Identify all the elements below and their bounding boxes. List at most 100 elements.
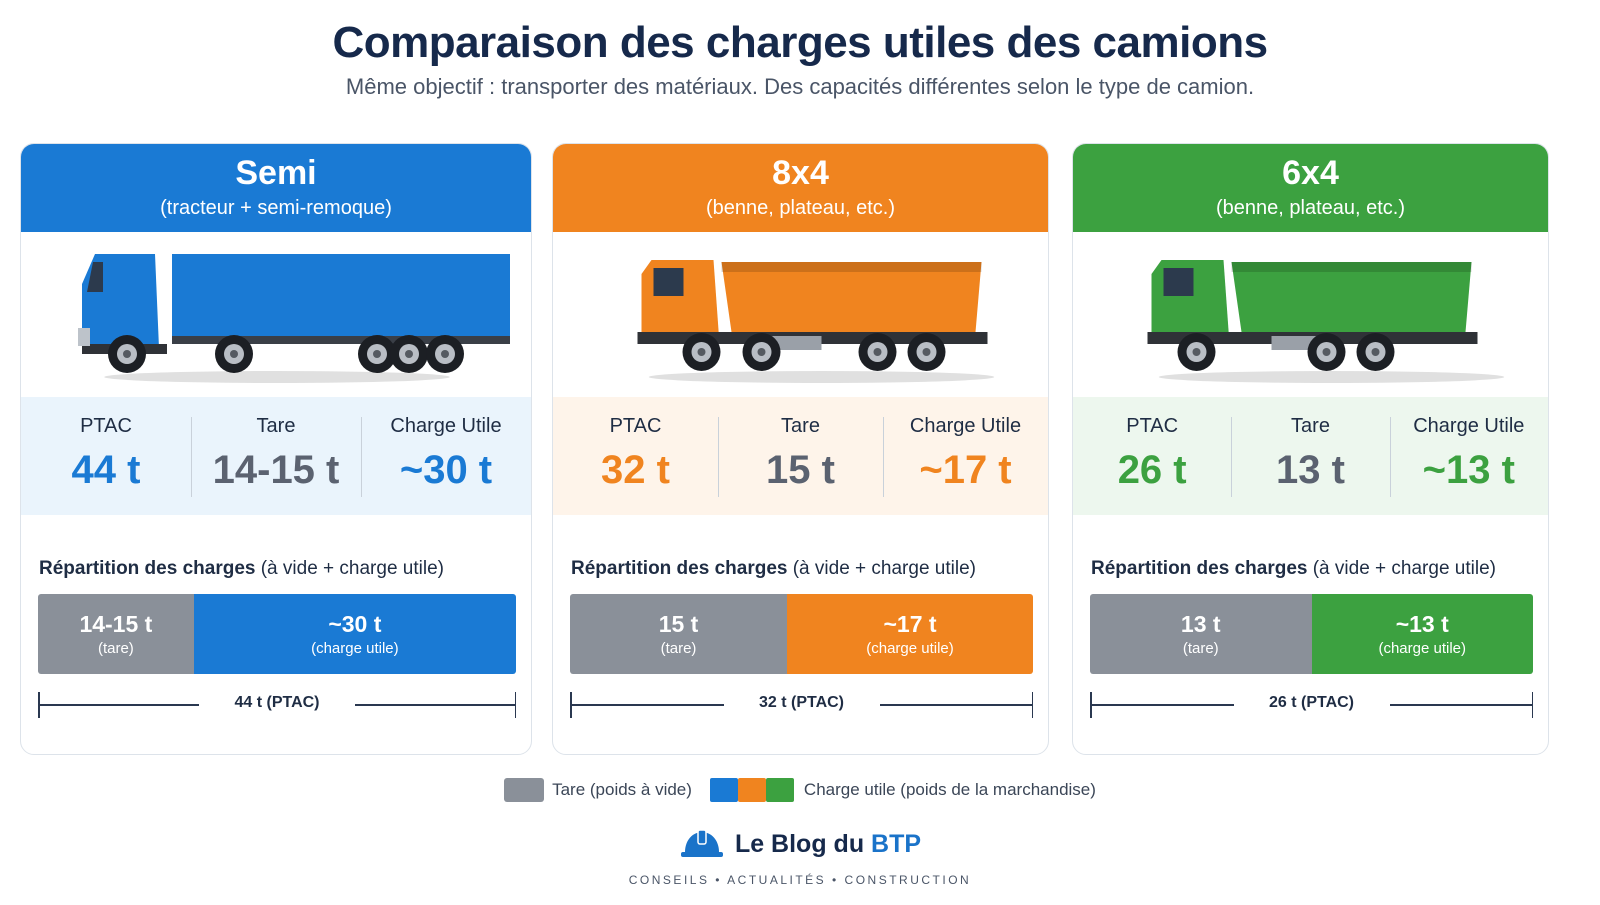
stat-ptac-value: 26 t: [1117, 448, 1187, 492]
trailer-box: [172, 254, 510, 338]
truck-svg: [1147, 260, 1505, 383]
stat-ptac-label: PTAC: [1126, 415, 1179, 437]
stats-row: PTAC 32 t Tare 15 t Charge Utile ~17 t: [553, 397, 1048, 515]
wheel-2: [1307, 333, 1346, 371]
truck-type-desc: (benne, plateau, etc.): [705, 197, 895, 219]
stat-ptac-label: PTAC: [80, 415, 132, 437]
bar-segment-tare: 15 t (tare): [570, 594, 788, 674]
stat-tare-value: 15 t: [766, 448, 835, 492]
ptac-scale: 32 t (PTAC): [570, 690, 1033, 720]
dump-body: [721, 262, 982, 332]
wheel-3: [358, 335, 396, 373]
brand-name: Le Blog du BTP: [735, 830, 921, 859]
scale-line-left: [38, 704, 199, 706]
stat-ptac-label: PTAC: [609, 415, 662, 437]
stat-charge: Charge Utile ~30 t: [361, 397, 531, 515]
scale-line-right: [355, 704, 516, 706]
bar-segment-tare: 13 t (tare): [1090, 594, 1312, 674]
stat-tare-label: Tare: [256, 415, 296, 437]
stat-charge: Charge Utile ~13 t: [1389, 397, 1548, 515]
repartition-title-rest: (à vide + charge utile): [255, 558, 444, 579]
stat-charge: Charge Utile ~17 t: [883, 397, 1048, 515]
stat-ptac: PTAC 32 t: [553, 397, 718, 515]
bar-charge-sub: (charge utile): [866, 640, 954, 657]
truck-type-name: 8x4: [772, 154, 829, 192]
scale-line-right: [1389, 704, 1533, 706]
brand-name-main: Le Blog du: [734, 829, 872, 858]
brand-tagline: CONSEILS • ACTUALITÉS • CONSTRUCTION: [628, 873, 972, 887]
truck-card-semi: Semi (tracteur + semi-remoque) PTAC 44 t…: [20, 143, 532, 755]
bar-tare-value: 15 t: [658, 611, 699, 637]
bar-charge-sub: (charge utile): [1378, 640, 1467, 657]
truck-image-area: [1073, 232, 1548, 397]
page-subtitle: Même objectif : transporter des matériau…: [345, 74, 1255, 99]
bar-segment-charge: ~13 t (charge utile): [1311, 594, 1533, 674]
scale-line-right: [879, 704, 1033, 706]
stat-tare-value: 14-15 t: [212, 448, 340, 492]
stat-ptac: PTAC 44 t: [21, 397, 191, 515]
card-header: 6x4 (benne, plateau, etc.): [1073, 144, 1548, 232]
bar-tare-sub: (tare): [1182, 640, 1219, 657]
truck-illustration: [78, 254, 510, 373]
stat-tare: Tare 13 t: [1231, 397, 1389, 515]
wheel-4: [390, 335, 428, 373]
load-bar: 13 t (tare) ~13 t (charge utile): [1090, 594, 1533, 674]
legend-charge-swatches: [709, 778, 794, 802]
scale-tick-right: [514, 692, 516, 718]
scale-label: 44 t (PTAC): [234, 694, 320, 711]
scale-line-left: [570, 704, 724, 706]
load-bar: 15 t (tare) ~17 t (charge utile): [570, 594, 1033, 674]
bar-segment-charge: ~30 t (charge utile): [193, 594, 516, 674]
hard-hat-icon: [680, 829, 723, 857]
wheel-3: [858, 333, 897, 371]
repartition-title-rest: (à vide + charge utile): [787, 558, 976, 579]
dump-body: [1231, 262, 1472, 332]
wheel-4: [907, 333, 946, 371]
legend-swatch-6x4: [765, 778, 794, 802]
bar-charge-sub: (charge utile): [311, 640, 399, 657]
bar-tare-sub: (tare): [97, 640, 134, 657]
stats-row: PTAC 44 t Tare 14-15 t Charge Utile ~30 …: [21, 397, 531, 515]
wheel-1: [108, 335, 146, 373]
stats-row: PTAC 26 t Tare 13 t Charge Utile ~13 t: [1073, 397, 1548, 515]
truck-type-desc: (benne, plateau, etc.): [1215, 197, 1405, 219]
truck-illustration: [637, 260, 988, 371]
brand-name-accent: BTP: [871, 829, 922, 858]
ptac-scale: 44 t (PTAC): [38, 690, 516, 720]
legend-swatch-8x4: [737, 778, 766, 802]
truck-card-8x4: 8x4 (benne, plateau, etc.) PTAC 32 t Tar…: [552, 143, 1049, 755]
truck-type-name: Semi: [235, 154, 317, 192]
bar-charge-value: ~13 t: [1395, 611, 1449, 637]
legend-tare-label: Tare (poids à vide): [552, 780, 692, 799]
truck-card-6x4: 6x4 (benne, plateau, etc.) PTAC 26 t Tar…: [1072, 143, 1549, 755]
stat-charge-label: Charge Utile: [1413, 415, 1525, 437]
brand-logo: Le Blog du BTP CONSEILS • ACTUALITÉS • C…: [0, 828, 1600, 887]
bar-tare-value: 13 t: [1180, 611, 1221, 637]
stat-ptac: PTAC 26 t: [1073, 397, 1231, 515]
card-header: Semi (tracteur + semi-remoque): [21, 144, 531, 232]
scale-label: 32 t (PTAC): [758, 694, 845, 711]
repartition-title-rest: (à vide + charge utile): [1307, 558, 1496, 579]
repartition-title-bold: Répartition des charges: [571, 558, 788, 579]
stat-charge-value: ~30 t: [399, 448, 493, 492]
stat-ptac-value: 32 t: [601, 448, 670, 492]
repartition-title-bold: Répartition des charges: [1091, 558, 1308, 579]
bar-tare-value: 14-15 t: [79, 611, 153, 637]
truck-image-area: [553, 232, 1048, 397]
stat-charge-value: ~17 t: [919, 448, 1012, 492]
stat-tare-label: Tare: [1291, 415, 1330, 437]
load-bar: 14-15 t (tare) ~30 t (charge utile): [38, 594, 516, 674]
stat-tare: Tare 15 t: [718, 397, 883, 515]
scale-tick-right: [1531, 692, 1533, 718]
truck-image-area: [21, 232, 531, 397]
repartition-title: Répartition des charges (à vide + charge…: [39, 558, 444, 580]
bar-charge-value: ~30 t: [328, 611, 382, 637]
repartition-title-bold: Répartition des charges: [39, 558, 256, 579]
truck-svg: [637, 260, 995, 383]
stat-charge-label: Charge Utile: [909, 415, 1022, 437]
wheel-2: [742, 333, 781, 371]
wheel-2: [215, 335, 253, 373]
stat-charge-value: ~13 t: [1422, 448, 1515, 492]
legend-tare-swatch: [504, 778, 545, 802]
wheel-1: [682, 333, 721, 371]
